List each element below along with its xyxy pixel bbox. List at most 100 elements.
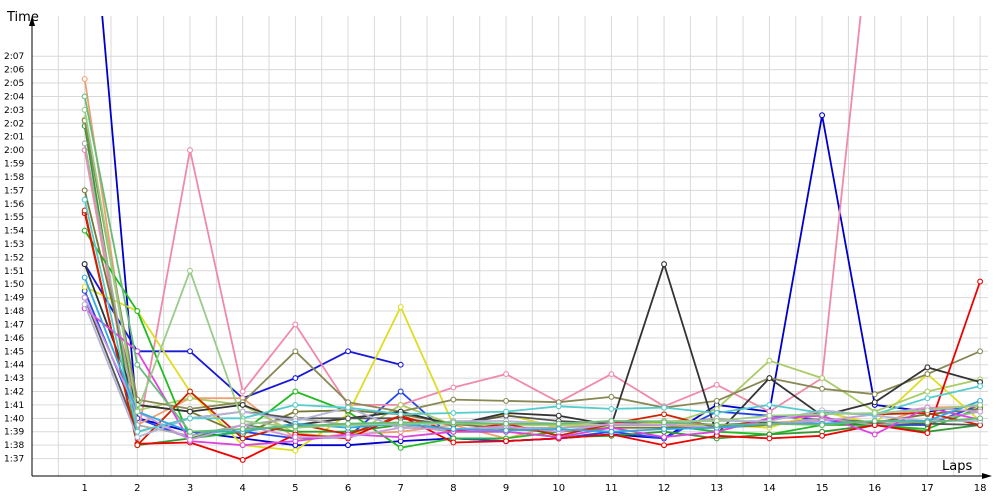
data-point [661, 426, 668, 433]
data-point [345, 434, 351, 441]
series-line [83, 277, 981, 433]
data-point [81, 93, 88, 100]
x-axis-arrow [982, 473, 992, 479]
data-point [924, 371, 931, 378]
data-point [977, 383, 984, 390]
data-point [661, 434, 668, 441]
data-point [345, 348, 351, 355]
data-point [397, 388, 404, 395]
x-axis-title: Laps [942, 459, 972, 474]
data-point [134, 434, 141, 441]
y-tick-label: 1:38 [4, 441, 24, 451]
y-tick-label: 1:46 [4, 334, 24, 344]
y-tick-label: 1:48 [4, 307, 24, 317]
data-point [134, 308, 141, 314]
x-tick-label: 15 [816, 483, 829, 494]
data-point [766, 420, 773, 427]
y-tick-label: 1:54 [4, 227, 24, 237]
data-point [871, 399, 878, 406]
data-point [187, 436, 193, 443]
data-point [924, 430, 931, 437]
data-point [397, 419, 404, 426]
data-point [134, 442, 141, 449]
data-point [713, 410, 720, 416]
data-point [977, 278, 984, 285]
x-tick-label: 2 [134, 483, 140, 494]
x-tick-label: 4 [240, 483, 246, 494]
data-point [81, 283, 88, 290]
data-point [292, 401, 299, 408]
y-tick-label: 1:51 [4, 267, 24, 277]
y-tick-label: 1:56 [4, 200, 24, 210]
data-point [924, 419, 931, 426]
x-tick-label: 18 [974, 483, 987, 494]
data-point [713, 397, 720, 404]
data-point [871, 410, 878, 416]
data-point [81, 196, 88, 203]
data-point [924, 364, 931, 371]
data-point [397, 444, 404, 451]
data-point [661, 261, 668, 268]
data-point [503, 397, 509, 404]
y-tick-label: 2:02 [4, 119, 24, 129]
x-tick-label: 3 [187, 483, 193, 494]
data-point [819, 422, 826, 428]
data-point [503, 427, 509, 434]
data-point [503, 420, 509, 427]
data-point [503, 371, 509, 378]
data-point [608, 405, 615, 412]
series-line [83, 96, 981, 433]
y-tick-label: 2:05 [4, 79, 24, 89]
y-tick-label: 1:47 [4, 320, 24, 330]
data-point [81, 187, 88, 194]
data-point [81, 294, 88, 301]
axes [29, 16, 992, 479]
data-point [766, 435, 773, 442]
y-tick-label: 1:41 [4, 401, 24, 411]
tick-labels: 1:37 1:38 1:39 1:40 1:41 1:42 1:43 1:44 1:45 1:46… [4, 52, 986, 494]
data-point [239, 418, 246, 424]
data-point [292, 348, 299, 355]
data-point [239, 408, 246, 415]
data-point [397, 304, 404, 310]
data-point [819, 432, 826, 439]
y-tick-label: 1:44 [4, 361, 24, 371]
data-point [187, 408, 193, 415]
data-point [239, 456, 246, 463]
series-line [84, 307, 981, 447]
series-layer [81, 16, 984, 463]
data-point [661, 419, 668, 426]
data-point [292, 321, 299, 328]
x-tick-label: 17 [921, 483, 934, 494]
data-point [450, 396, 457, 403]
data-point [397, 426, 404, 433]
data-point [766, 357, 773, 364]
data-point [555, 434, 562, 441]
data-point [977, 401, 984, 408]
data-point [819, 375, 826, 382]
data-point [239, 435, 246, 442]
data-point [871, 391, 878, 398]
data-point [661, 411, 668, 418]
data-point [924, 407, 931, 414]
y-tick-label: 2:04 [4, 92, 24, 102]
data-point [239, 388, 246, 395]
y-tick-label: 1:58 [4, 173, 24, 183]
data-point [819, 385, 826, 392]
data-point [608, 428, 615, 435]
y-tick-label: 1:37 [4, 455, 24, 465]
data-point [713, 381, 720, 388]
data-point [397, 411, 404, 418]
data-point [134, 361, 141, 368]
y-tick-label: 2:01 [4, 133, 24, 143]
data-point [924, 388, 931, 395]
data-point [977, 408, 984, 415]
y-tick-label: 1:53 [4, 240, 24, 250]
y-tick-label: 1:42 [4, 388, 24, 398]
x-tick-label: 1 [81, 483, 87, 494]
data-point [292, 375, 299, 382]
data-point [766, 412, 773, 419]
data-point [608, 418, 615, 424]
data-point [239, 401, 246, 408]
